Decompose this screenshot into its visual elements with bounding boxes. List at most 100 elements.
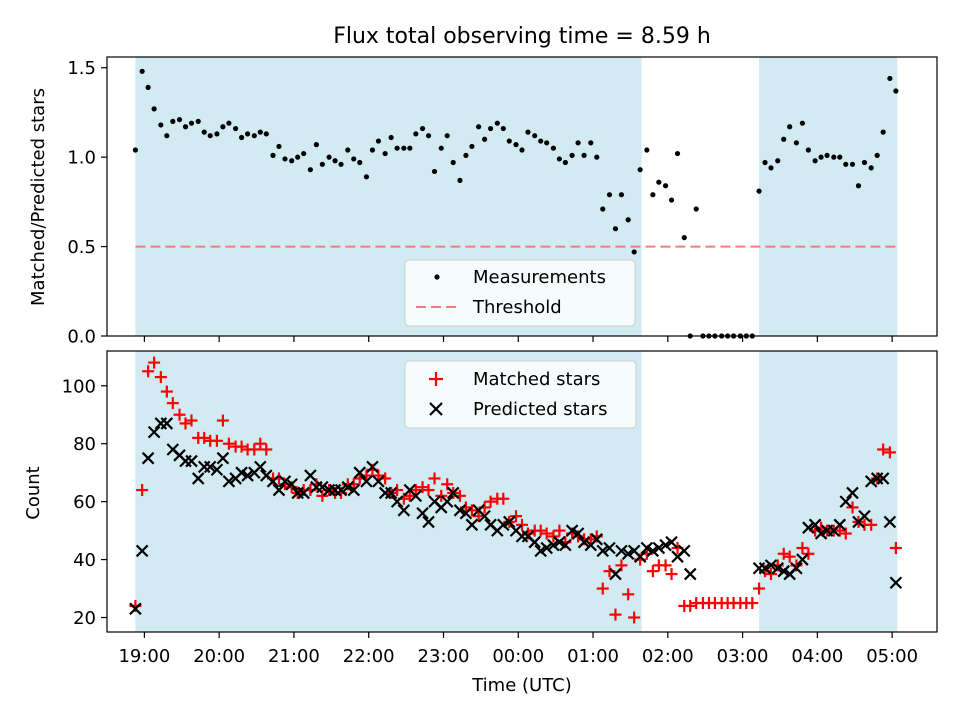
predicted-point-b-45: [409, 489, 423, 503]
measurement-point-59: [500, 125, 506, 132]
predicted-point-15: [222, 475, 236, 488]
predicted-point-46: [416, 506, 429, 520]
predicted-point-24: [278, 475, 292, 488]
predicted-point-92: [764, 559, 778, 572]
measurement-point-109: [812, 158, 818, 164]
predicted-point-b-93: [771, 561, 785, 575]
measurement-point-86: [668, 197, 675, 203]
predicted-point-98: [802, 521, 815, 534]
predicted-point-b-9: [185, 454, 198, 468]
legend-predicted-marker: [429, 402, 443, 416]
predicted-point-5: [160, 417, 174, 430]
measurement-point-11: [201, 129, 207, 135]
measurement-point-41: [388, 134, 394, 141]
legend-matched-label: Matched stars: [473, 369, 600, 390]
predicted-point-1: [135, 544, 149, 558]
ratio-panel-frame: [106, 56, 938, 337]
predicted-point-b-46: [416, 506, 429, 520]
measurement-point-16: [233, 125, 239, 132]
predicted-point-b-70: [565, 524, 579, 537]
predicted-point-60: [503, 515, 516, 529]
predicted-point-b-112: [889, 576, 903, 590]
ratio-observing-span-1: [759, 57, 898, 336]
measurement-point-83: [650, 192, 656, 198]
measurement-point-121: [887, 75, 893, 82]
measurement-point-80: [631, 249, 637, 255]
predicted-point-b-96: [790, 561, 803, 575]
predicted-point-86: [665, 535, 678, 549]
measurement-point-30: [319, 161, 325, 167]
predicted-point-64: [528, 535, 541, 549]
matched-point-118: [865, 518, 878, 531]
predicted-point-b-13: [210, 463, 224, 477]
measurement-point-113: [837, 154, 843, 160]
measurement-point-5: [164, 133, 170, 139]
predicted-point-b-84: [652, 541, 666, 555]
predicted-point-30: [316, 480, 329, 494]
count-panel: 20 40 60 80 100 19:00 20:00 21:00 22:00 23:00 00:…: [23, 350, 938, 696]
predicted-point-b-68: [553, 535, 566, 549]
measurement-point-19: [251, 133, 257, 139]
matched-point-17: [235, 440, 248, 453]
matched-point-15: [222, 437, 235, 450]
x-tick-label-9: 04:00: [791, 646, 843, 667]
predicted-point-72: [577, 535, 591, 549]
measurement-point-101: [762, 159, 768, 166]
measurement-point-13: [214, 131, 220, 137]
x-tick-label-6: 01:00: [567, 646, 619, 667]
ratio-y-tick-label-1: 0.5: [67, 237, 96, 258]
predicted-point-96: [790, 561, 803, 575]
predicted-point-54: [465, 518, 479, 532]
predicted-point-b-89: [683, 567, 697, 581]
predicted-point-b-47: [422, 515, 435, 529]
predicted-point-12: [203, 460, 217, 474]
measurement-point-63: [525, 129, 531, 135]
predicted-point-b-6: [166, 443, 180, 456]
predicted-point-b-80: [627, 544, 641, 558]
measurement-point-1: [139, 68, 145, 74]
measurement-point-10: [195, 118, 201, 124]
x-tick-label-3: 22:00: [343, 646, 395, 667]
predicted-point-b-48: [428, 495, 441, 508]
predicted-point-75: [596, 544, 610, 558]
x-tick-label-8: 03:00: [717, 646, 769, 667]
measurement-point-57: [487, 125, 494, 132]
matched-point-1: [136, 484, 149, 497]
predicted-point-84: [652, 541, 666, 555]
matched-point-49: [435, 489, 448, 502]
measurement-point-102: [768, 165, 774, 171]
measurement-point-2: [145, 84, 151, 91]
measurement-point-82: [644, 147, 650, 153]
predicted-point-b-22: [266, 475, 280, 488]
matched-point-121: [883, 446, 896, 459]
measurement-point-43: [401, 145, 407, 151]
measurement-point-84: [656, 179, 662, 185]
predicted-point-b-104: [839, 495, 853, 508]
predicted-point-b-81: [633, 550, 647, 563]
predicted-point-107: [858, 509, 871, 523]
predicted-point-b-72: [577, 535, 591, 549]
predicted-point-b-103: [833, 518, 847, 532]
predicted-point-88: [677, 544, 691, 558]
predicted-point-20: [254, 460, 267, 474]
ratio-y-tick-label-3: 1.5: [67, 58, 96, 79]
measurement-point-69: [562, 159, 568, 166]
matched-point-59: [497, 492, 510, 505]
measurement-point-77: [612, 226, 619, 232]
predicted-point-b-23: [272, 483, 286, 497]
measurement-point-64: [532, 133, 538, 139]
measurement-point-3: [151, 106, 157, 112]
predicted-point-111: [883, 515, 897, 529]
predicted-point-b-17: [235, 466, 248, 479]
measurement-point-116: [855, 183, 862, 189]
predicted-point-0: [129, 602, 142, 616]
predicted-point-b-12: [203, 460, 217, 474]
predicted-point-b-5: [160, 417, 174, 430]
matched-point-46: [416, 481, 429, 494]
predicted-point-39: [372, 475, 385, 488]
measurement-point-21: [263, 131, 269, 137]
predicted-point-b-63: [521, 530, 535, 543]
predicted-point-b-25: [285, 477, 298, 491]
matched-point-48: [428, 472, 441, 485]
count-y-tick-label-2: 60: [73, 492, 96, 513]
